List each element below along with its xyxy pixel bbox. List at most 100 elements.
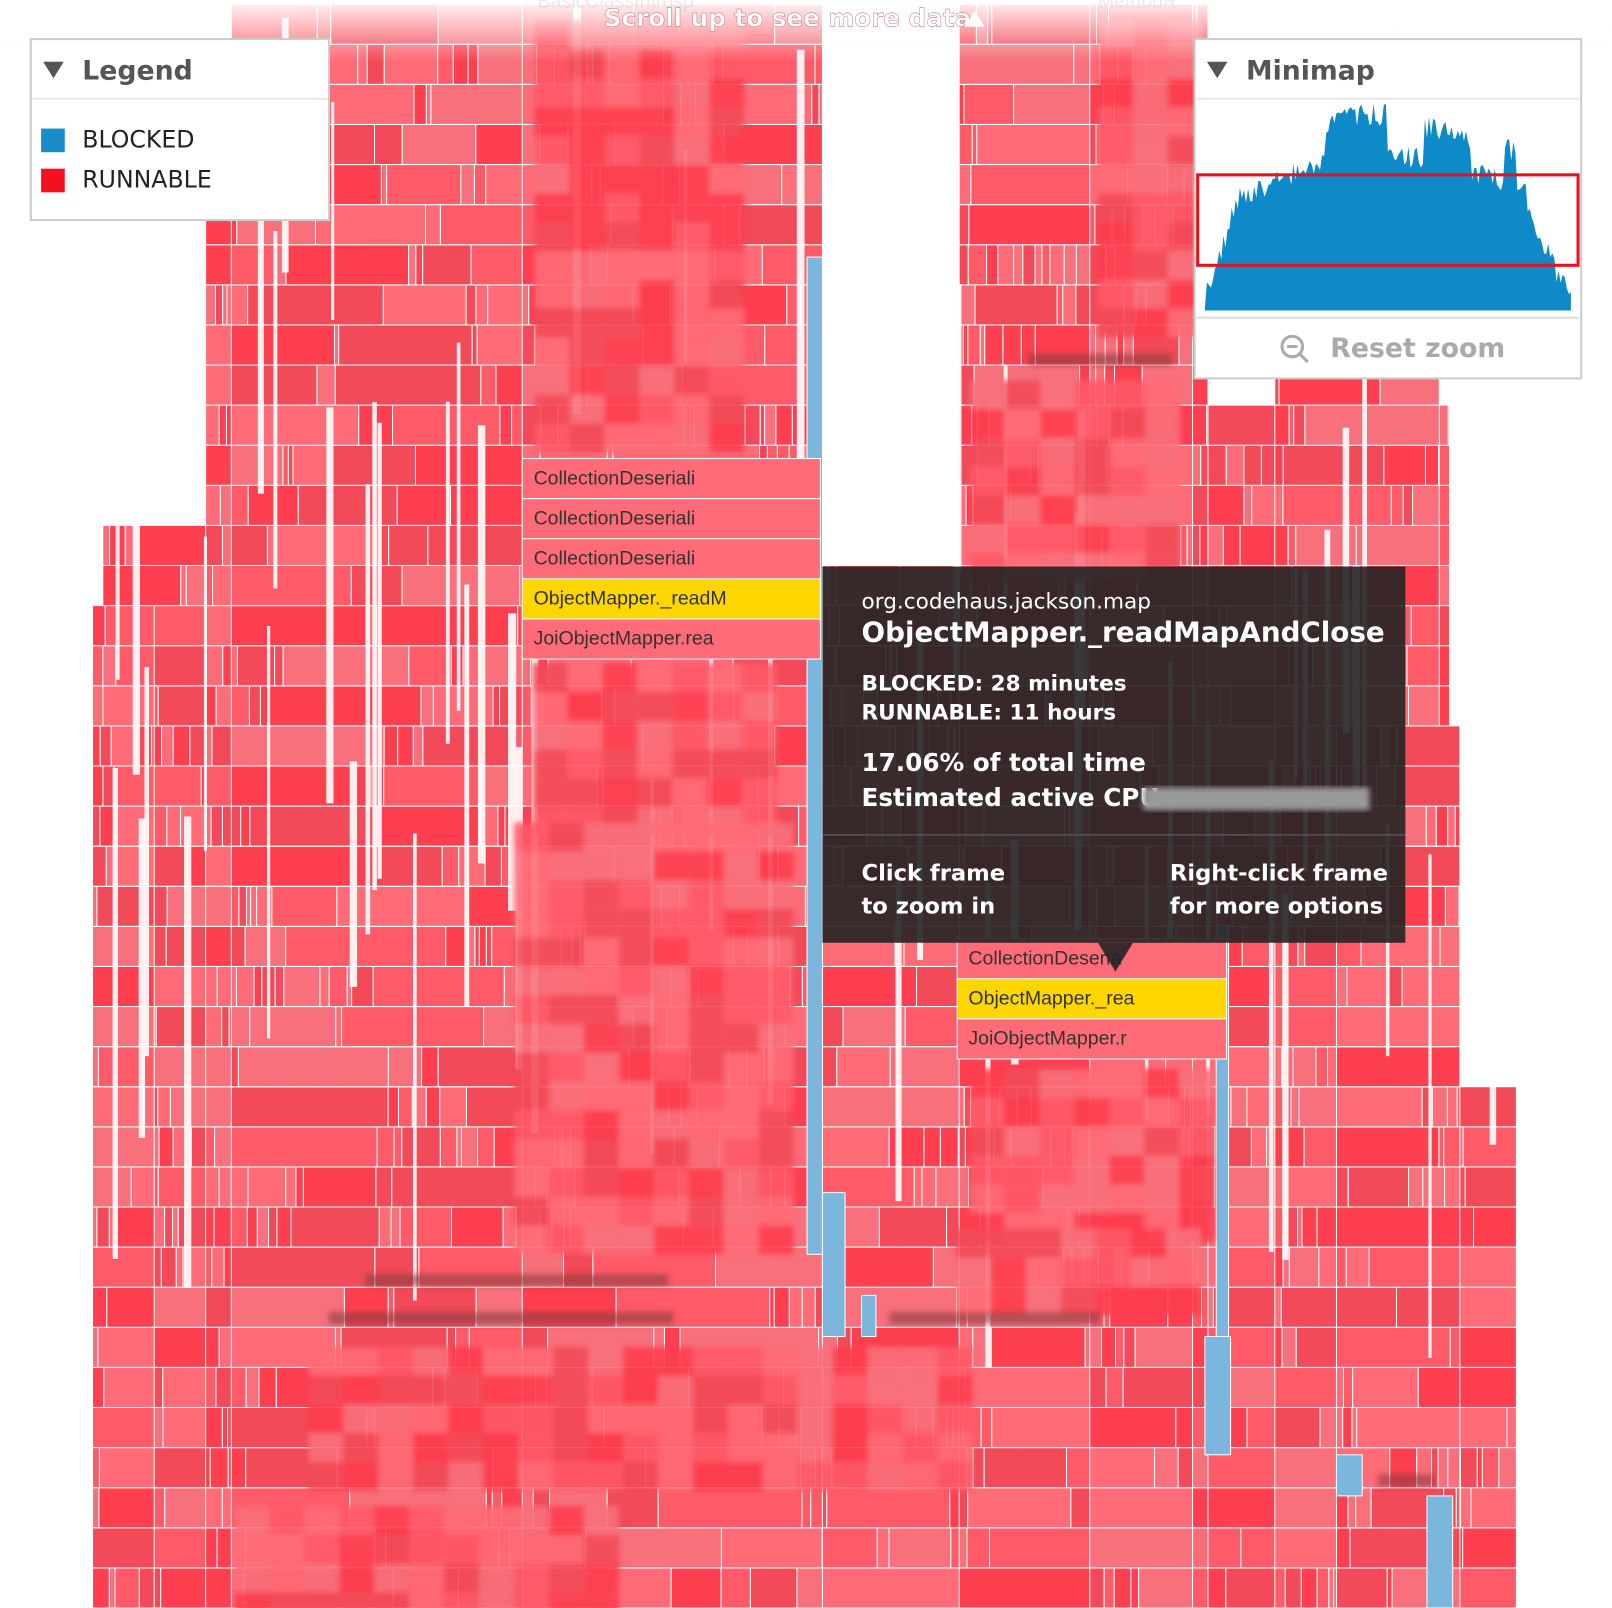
frame[interactable] bbox=[984, 324, 1004, 366]
frame[interactable] bbox=[958, 204, 970, 246]
frame[interactable] bbox=[248, 685, 261, 727]
frame[interactable] bbox=[108, 1567, 116, 1608]
frame[interactable] bbox=[1447, 404, 1451, 446]
frame[interactable] bbox=[1424, 444, 1440, 486]
frame[interactable] bbox=[240, 805, 251, 847]
frame[interactable] bbox=[775, 404, 793, 446]
frame[interactable] bbox=[958, 1527, 968, 1569]
frame[interactable] bbox=[1342, 1406, 1353, 1449]
frame[interactable] bbox=[1207, 444, 1227, 486]
frame[interactable] bbox=[205, 1246, 213, 1288]
frame[interactable] bbox=[1063, 244, 1077, 286]
frame[interactable] bbox=[1444, 885, 1460, 927]
frame[interactable] bbox=[1454, 805, 1461, 847]
frame[interactable] bbox=[372, 965, 505, 1008]
frame[interactable] bbox=[244, 925, 287, 967]
frame[interactable] bbox=[92, 1487, 100, 1529]
frame[interactable] bbox=[1335, 1006, 1461, 1048]
frame[interactable] bbox=[1089, 123, 1097, 166]
frame[interactable] bbox=[1250, 1126, 1268, 1168]
frame[interactable] bbox=[1089, 1326, 1103, 1368]
frame[interactable] bbox=[1390, 484, 1404, 526]
frame[interactable] bbox=[1274, 1126, 1305, 1168]
frame[interactable] bbox=[408, 645, 452, 687]
frame[interactable] bbox=[230, 324, 336, 366]
frame[interactable] bbox=[336, 885, 469, 927]
frame[interactable] bbox=[956, 1018, 1227, 1060]
frame[interactable] bbox=[1464, 1166, 1517, 1208]
frame[interactable] bbox=[521, 284, 530, 326]
frame[interactable] bbox=[1449, 1286, 1517, 1328]
frame[interactable] bbox=[230, 765, 372, 807]
frame[interactable] bbox=[1123, 1326, 1136, 1368]
frame[interactable] bbox=[1438, 1126, 1445, 1168]
frame[interactable] bbox=[967, 1487, 1072, 1529]
frame[interactable] bbox=[471, 324, 478, 366]
frame[interactable] bbox=[282, 444, 289, 486]
frame[interactable] bbox=[1282, 484, 1392, 526]
frame[interactable] bbox=[334, 364, 482, 406]
frame[interactable] bbox=[1444, 1166, 1461, 1208]
frame[interactable] bbox=[268, 1206, 278, 1248]
frame[interactable] bbox=[230, 484, 249, 526]
frame[interactable] bbox=[1056, 284, 1064, 326]
frame[interactable] bbox=[98, 1447, 155, 1489]
frame[interactable] bbox=[974, 284, 1058, 326]
frame[interactable] bbox=[388, 524, 429, 567]
frame[interactable] bbox=[256, 1206, 270, 1248]
frame[interactable] bbox=[1022, 244, 1036, 286]
frame[interactable] bbox=[1335, 1206, 1461, 1248]
blocked-frame[interactable] bbox=[1204, 1336, 1232, 1456]
frame[interactable] bbox=[230, 605, 367, 647]
frame[interactable] bbox=[92, 685, 104, 727]
frame[interactable] bbox=[769, 1286, 775, 1328]
frame[interactable] bbox=[382, 284, 467, 326]
frame[interactable] bbox=[92, 725, 101, 767]
frame[interactable] bbox=[485, 925, 493, 967]
frame[interactable] bbox=[1089, 1447, 1156, 1489]
frame[interactable] bbox=[1449, 1366, 1517, 1408]
frame[interactable] bbox=[485, 164, 525, 206]
frame[interactable] bbox=[1138, 1567, 1194, 1608]
frame[interactable] bbox=[247, 484, 299, 526]
blocked-frame[interactable] bbox=[821, 1192, 846, 1338]
frame[interactable] bbox=[1335, 1166, 1349, 1208]
frame[interactable] bbox=[1437, 444, 1440, 486]
frame[interactable] bbox=[1225, 444, 1245, 486]
frame[interactable] bbox=[143, 1086, 155, 1128]
frame[interactable] bbox=[1284, 1567, 1302, 1608]
frame[interactable] bbox=[401, 1126, 441, 1168]
frame[interactable] bbox=[764, 404, 777, 446]
frame[interactable] bbox=[1335, 1126, 1440, 1168]
frame[interactable] bbox=[521, 685, 532, 727]
frame[interactable] bbox=[376, 805, 481, 847]
frame[interactable] bbox=[1335, 1286, 1398, 1328]
frame[interactable] bbox=[92, 765, 104, 807]
frame[interactable] bbox=[997, 244, 1015, 286]
frame[interactable] bbox=[521, 498, 821, 540]
frame[interactable] bbox=[92, 1447, 100, 1489]
frame[interactable] bbox=[958, 1567, 1102, 1608]
frame[interactable] bbox=[1274, 1406, 1321, 1449]
frame[interactable] bbox=[205, 1527, 218, 1569]
frame[interactable] bbox=[972, 1447, 985, 1489]
frame[interactable] bbox=[958, 244, 969, 286]
frame[interactable] bbox=[383, 725, 399, 767]
frame[interactable] bbox=[1207, 1527, 1242, 1569]
frame[interactable] bbox=[295, 1166, 304, 1208]
frame[interactable] bbox=[230, 244, 277, 286]
frame[interactable] bbox=[1274, 1487, 1347, 1529]
frame[interactable] bbox=[1134, 1326, 1194, 1368]
frame[interactable] bbox=[842, 1006, 906, 1048]
frame[interactable] bbox=[1355, 524, 1440, 567]
frame[interactable] bbox=[1200, 444, 1209, 486]
frame[interactable] bbox=[425, 1086, 441, 1128]
frame[interactable] bbox=[801, 1286, 816, 1328]
frame[interactable] bbox=[878, 1206, 948, 1248]
frame[interactable] bbox=[821, 965, 918, 1008]
frame[interactable] bbox=[218, 1166, 232, 1208]
frame[interactable] bbox=[1460, 1487, 1472, 1529]
frame[interactable] bbox=[399, 1206, 453, 1248]
frame[interactable] bbox=[1113, 1567, 1132, 1608]
frame[interactable] bbox=[1281, 1326, 1297, 1368]
